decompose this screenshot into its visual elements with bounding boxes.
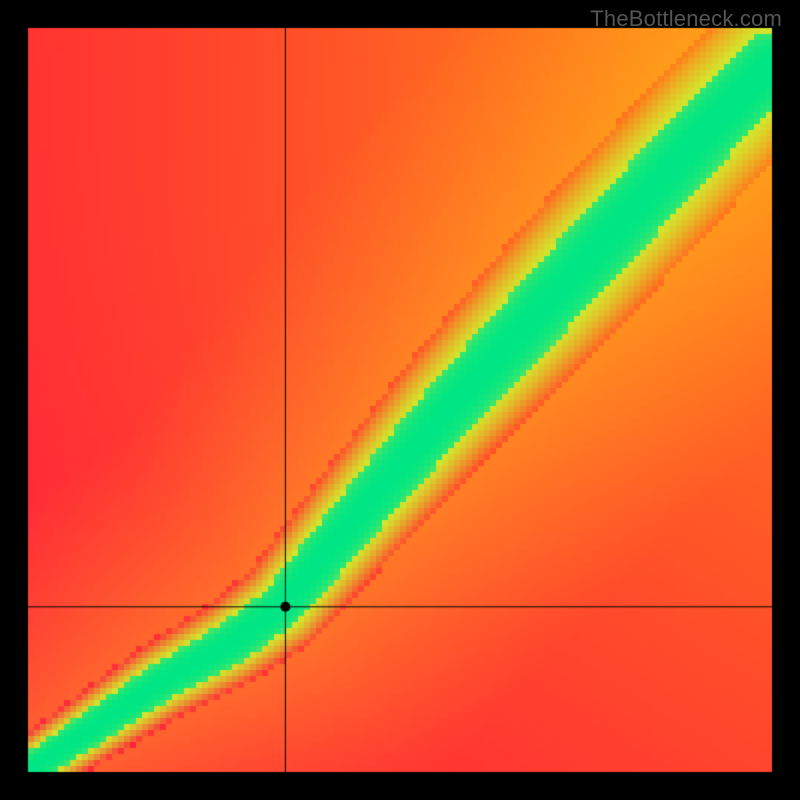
bottleneck-heatmap [0,0,800,800]
watermark-text: TheBottleneck.com [590,6,782,32]
chart-container: TheBottleneck.com [0,0,800,800]
